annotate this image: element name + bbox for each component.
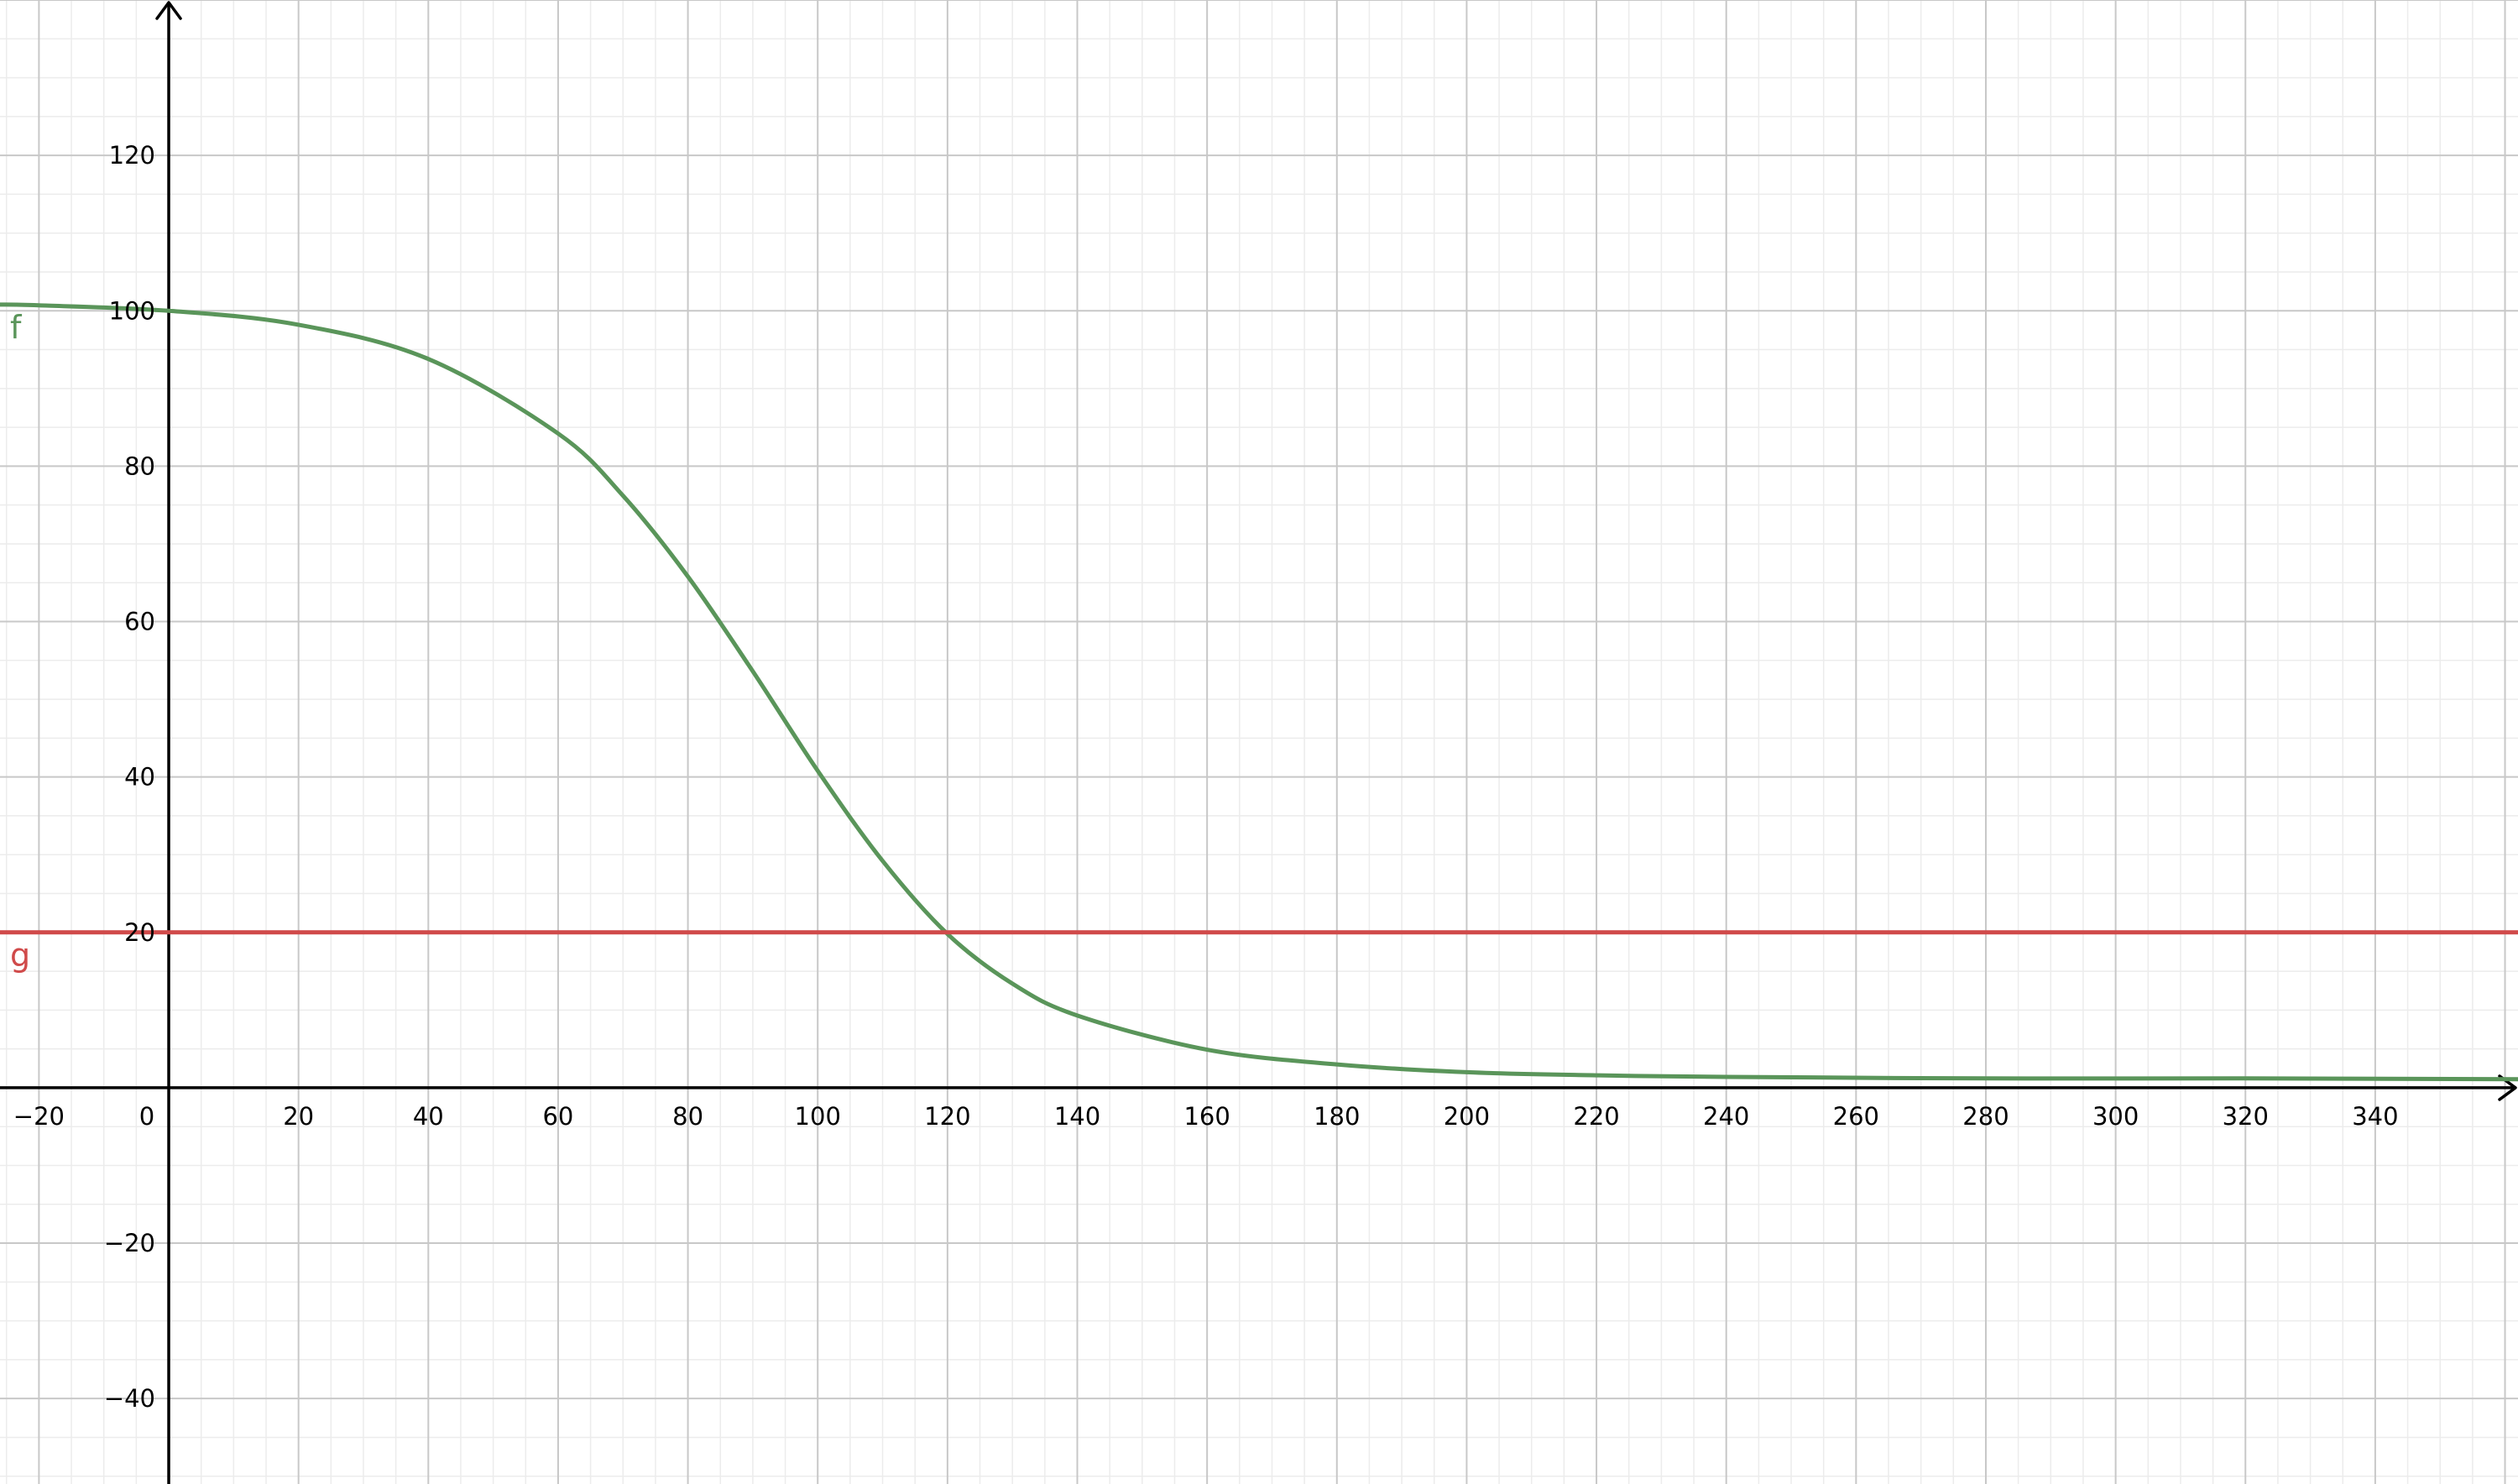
x-tick-label: 140 — [1054, 1102, 1100, 1131]
x-tick-label: 80 — [672, 1102, 703, 1131]
x-tick-label: 40 — [413, 1102, 444, 1131]
x-tick-label: 260 — [1833, 1102, 1879, 1131]
x-tick-label: 200 — [1444, 1102, 1490, 1131]
y-tick-label: 120 — [109, 141, 155, 170]
y-tick-label: −40 — [104, 1384, 155, 1413]
x-tick-label: 320 — [2223, 1102, 2269, 1131]
x-tick-label: 160 — [1183, 1102, 1230, 1131]
x-tick-label: 240 — [1703, 1102, 1749, 1131]
x-tick-label: 120 — [924, 1102, 970, 1131]
y-tick-label: 40 — [124, 763, 155, 792]
x-tick-label: −20 — [13, 1102, 65, 1131]
series-labels: fg — [10, 309, 30, 974]
x-tick-label: 0 — [139, 1102, 154, 1131]
tick-labels: −20 0 20 40 60 80 100 120 140 160 180 200 220 240 260 2… — [13, 141, 2399, 1413]
x-tick-label: 100 — [795, 1102, 841, 1131]
y-tick-label: 20 — [124, 918, 155, 947]
series-line-f[interactable] — [0, 302, 2518, 1082]
x-tick-label: 20 — [283, 1102, 314, 1131]
y-tick-label: 80 — [124, 452, 155, 480]
x-tick-label: 220 — [1573, 1102, 1619, 1131]
series-label-g: g — [10, 937, 30, 974]
x-tick-label: 340 — [2352, 1102, 2398, 1131]
series-label-f: f — [10, 309, 23, 346]
y-axis-arrow-icon — [155, 1, 182, 20]
x-tick-label: 180 — [1314, 1102, 1360, 1131]
y-tick-label: −20 — [104, 1229, 155, 1257]
y-tick-label: 60 — [124, 608, 155, 636]
x-tick-label: 300 — [2092, 1102, 2139, 1131]
x-tick-label: 60 — [542, 1102, 573, 1131]
y-tick-label: 100 — [109, 296, 155, 325]
x-tick-label: 280 — [1962, 1102, 2009, 1131]
series-layer — [0, 302, 2518, 1082]
